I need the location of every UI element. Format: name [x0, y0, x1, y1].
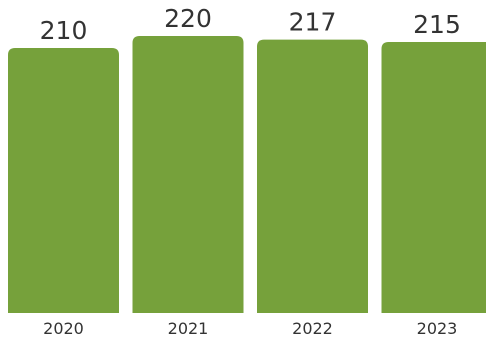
bar-2021	[133, 36, 244, 313]
x-tick-label-2022: 2022	[292, 319, 333, 338]
bar-2020	[8, 48, 119, 313]
value-label-2022: 217	[289, 8, 337, 37]
value-label-2021: 220	[164, 4, 212, 33]
x-tick-label-2020: 2020	[43, 319, 84, 338]
x-tick-label-2021: 2021	[168, 319, 209, 338]
bar-2023	[382, 42, 486, 313]
value-label-2023: 215	[413, 10, 461, 39]
bar-2022	[257, 40, 368, 313]
value-label-2020: 210	[40, 16, 88, 45]
value-labels-group: 210 220 217 215	[40, 4, 461, 45]
x-axis-tick-labels: 2020 2021 2022 2023	[43, 319, 457, 338]
bars-group	[8, 36, 486, 313]
x-tick-label-2023: 2023	[417, 319, 458, 338]
